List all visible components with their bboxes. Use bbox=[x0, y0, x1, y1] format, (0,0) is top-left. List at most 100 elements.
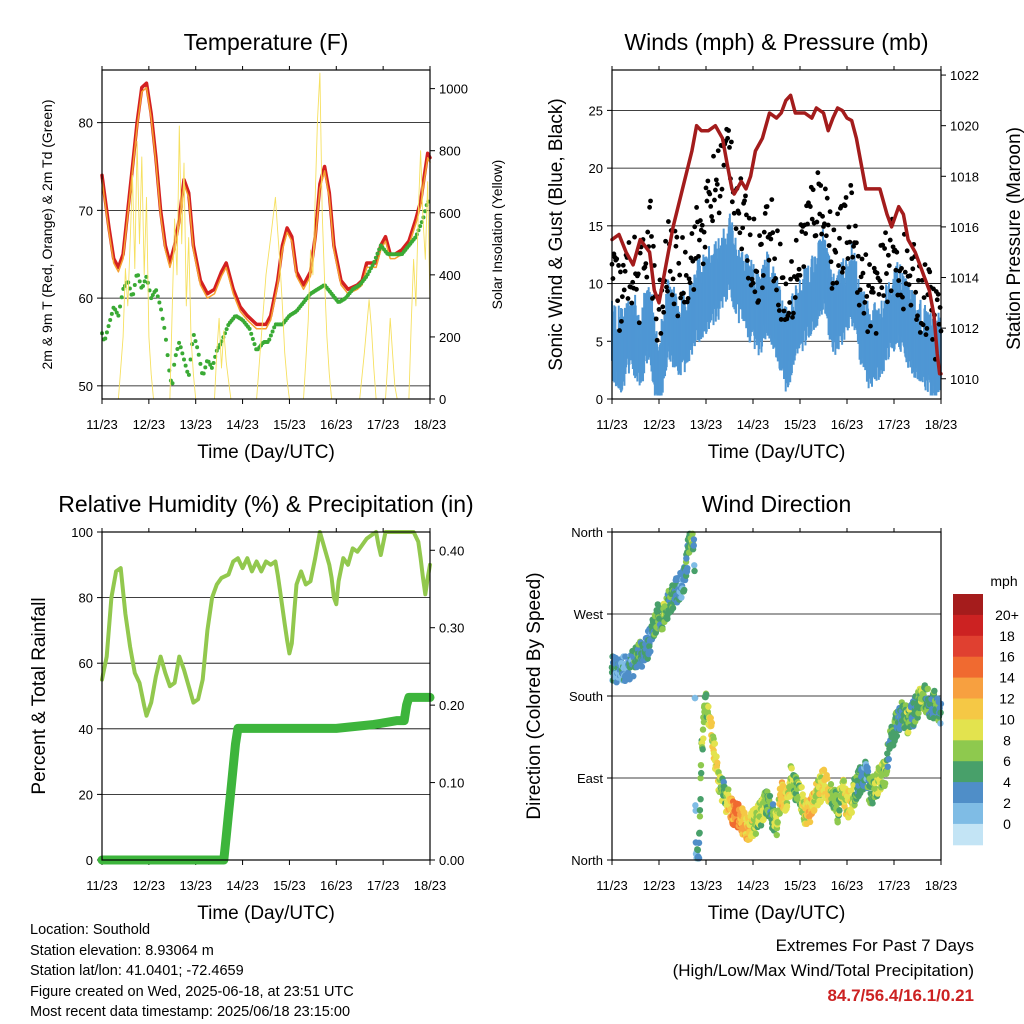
chart1-series-2m-td-dot bbox=[163, 337, 168, 342]
legend-label: 16 bbox=[999, 649, 1015, 665]
chart2-gust-dot bbox=[860, 270, 866, 276]
chart2-series-pressure bbox=[610, 93, 943, 376]
chart2-gust-dot bbox=[697, 218, 703, 223]
chart2-gust-dot bbox=[861, 310, 867, 316]
chart2-gust-dot bbox=[761, 229, 767, 235]
chart4-x-axis-label: Time (Day/UTC) bbox=[708, 903, 846, 924]
chart2-gust-dot bbox=[740, 225, 746, 231]
chart4-direction-dot bbox=[769, 801, 777, 808]
chart2-gust-dot bbox=[937, 305, 943, 310]
chart2-gust-dot bbox=[916, 277, 921, 283]
chart1-series-2m-td-dot bbox=[373, 255, 378, 260]
chart4-direction-dot bbox=[696, 813, 704, 820]
chart2-gust-dot bbox=[900, 294, 905, 300]
chart1-series-9m-t bbox=[101, 86, 431, 330]
chart2-gust-dot bbox=[769, 197, 775, 202]
chart1-series-2m-td-dot bbox=[249, 331, 254, 336]
chart2-x-tick-label: 15/23 bbox=[784, 417, 817, 432]
chart3-x-tick-label: 13/23 bbox=[179, 878, 212, 893]
chart2-gust-dot bbox=[736, 210, 742, 216]
chart3-series-total-precipitation bbox=[97, 692, 435, 865]
created-text: Figure created on Wed, 2025-06-18, at 23… bbox=[30, 983, 354, 1000]
chart2-gust-dot bbox=[859, 256, 865, 262]
chart2-gust-dot bbox=[774, 287, 779, 293]
chart2-gust-dot bbox=[913, 289, 919, 295]
chart1-series-2m-td-dot bbox=[372, 259, 377, 264]
chart1-series-2m-td-dot bbox=[267, 337, 272, 342]
chart2-gust-dot bbox=[823, 233, 829, 239]
legend-swatch bbox=[953, 761, 983, 783]
chart2-gust-dot bbox=[643, 261, 649, 267]
chart4-direction-dot bbox=[752, 830, 760, 837]
chart4-y-tick-label: East bbox=[577, 771, 603, 786]
chart2-gust-dot bbox=[703, 185, 709, 191]
chart4-direction-dot bbox=[713, 753, 720, 760]
chart1-series-2m-td-dot bbox=[198, 361, 203, 366]
chart2-gust-dot bbox=[712, 197, 717, 203]
chart2-gust-dot bbox=[910, 266, 916, 272]
station-info: Location: Southold Station elevation: 8.… bbox=[30, 920, 354, 1023]
chart2-gust-dot bbox=[645, 229, 651, 235]
chart2-gust-dot bbox=[704, 198, 710, 204]
chart2-gust-dot bbox=[776, 308, 782, 313]
chart4-direction-dot bbox=[788, 765, 795, 772]
chart2-gust-dot bbox=[676, 260, 682, 266]
chart2-gust-dot bbox=[729, 199, 735, 205]
chart2-gust-dot bbox=[775, 302, 781, 308]
chart1-series-2m-td-dot bbox=[149, 296, 154, 301]
chart2-gust-dot bbox=[626, 240, 632, 245]
chart2-gust-dot bbox=[691, 287, 697, 292]
chart2-gust-dot bbox=[701, 229, 707, 235]
chart2-gust-dot bbox=[615, 298, 621, 304]
chart2-gust-dot bbox=[744, 212, 749, 218]
chart3-y2-tick-label: 0.40 bbox=[439, 543, 464, 558]
chart2-gust-dot bbox=[873, 330, 879, 336]
chart2-y-tick-label: 0 bbox=[596, 392, 603, 407]
chart2-gust-dot bbox=[907, 273, 913, 279]
chart1-series-2m-td-dot bbox=[203, 365, 208, 370]
chart4-direction-dot bbox=[836, 807, 843, 814]
chart4-direction-dot bbox=[692, 802, 699, 809]
chart1-series-2m-td-dot bbox=[103, 336, 108, 341]
chart2-gust-dot bbox=[862, 300, 868, 305]
chart1-x-tick-label: 11/23 bbox=[86, 417, 118, 432]
chart2-gust-dot bbox=[849, 190, 855, 196]
chart2-gust-dot bbox=[856, 302, 862, 308]
chart4-direction-dot bbox=[905, 729, 912, 736]
chart2-gust-dot bbox=[815, 170, 821, 176]
chart2-gust-dot bbox=[610, 276, 616, 281]
chart2-gust-dot bbox=[833, 249, 839, 255]
chart2-gust-dot bbox=[885, 299, 890, 305]
chart4-direction-dot bbox=[741, 809, 748, 817]
chart4-direction-dot bbox=[684, 564, 691, 572]
chart3-y-tick-label: 0 bbox=[86, 853, 93, 868]
legend-label: 8 bbox=[1003, 732, 1011, 748]
chart1-series-2m-td-dot bbox=[154, 288, 159, 293]
chart2-gust-dot bbox=[794, 277, 800, 282]
extremes-title: Extremes For Past 7 Days bbox=[775, 936, 974, 955]
chart2-gust-dot bbox=[801, 264, 807, 269]
chart1-y2-tick-label: 800 bbox=[439, 144, 461, 159]
chart2-gust-dot bbox=[836, 263, 841, 268]
chart2-gust-dot bbox=[760, 285, 765, 291]
chart2-gust-dot bbox=[773, 276, 778, 281]
chart4-y-tick-label: West bbox=[574, 607, 604, 622]
chart4-direction-dot bbox=[646, 643, 653, 650]
chart3-x-tick-label: 11/23 bbox=[86, 878, 118, 893]
chart4-direction-dot bbox=[683, 555, 690, 562]
chart2-gust-dot bbox=[879, 285, 885, 291]
chart1-series-2m-td-dot bbox=[137, 279, 142, 284]
chart2-gust-dot bbox=[845, 256, 851, 261]
chart2-gust-dot bbox=[863, 252, 869, 258]
chart4-direction-dot bbox=[774, 819, 781, 826]
chart1-series-2m-td-dot bbox=[142, 279, 147, 284]
chart3-x-tick-label: 18/23 bbox=[414, 878, 447, 893]
chart4-frame bbox=[611, 531, 942, 861]
chart2-gust-dot bbox=[746, 215, 752, 221]
chart1-y2-tick-label: 400 bbox=[439, 268, 461, 283]
chart4-y-tick-label: South bbox=[569, 689, 603, 704]
chart4-direction-dot bbox=[885, 756, 892, 763]
chart4-direction-dot bbox=[696, 806, 704, 814]
chart2-gust-dot bbox=[660, 304, 666, 310]
